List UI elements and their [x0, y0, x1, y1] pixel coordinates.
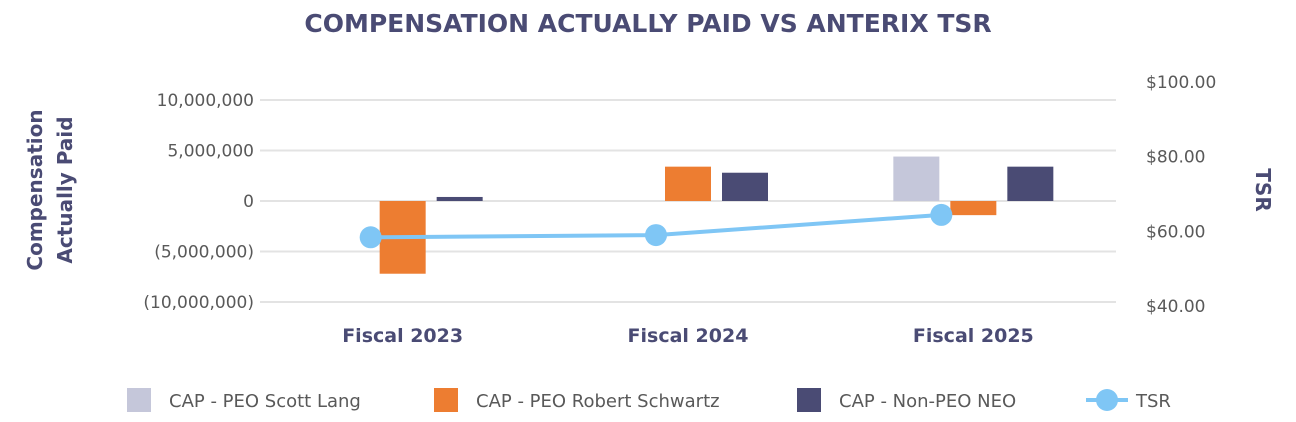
chart-title: COMPENSATION ACTUALLY PAID VS ANTERIX TS…: [304, 9, 991, 38]
bar-cap-non-peo-neo: [722, 172, 768, 201]
tsr-point: [930, 203, 953, 226]
legend-label: CAP - Non-PEO NEO: [839, 391, 1016, 412]
y-tick-label: 0: [243, 192, 254, 212]
x-category-label: Fiscal 2025: [913, 325, 1034, 347]
legend-marker: [1096, 389, 1118, 411]
legend-swatch: [127, 388, 151, 412]
y2-tick-label: $80.00: [1146, 148, 1205, 168]
bar-cap-non-peo-neo: [1007, 166, 1054, 201]
legend-label: TSR: [1135, 391, 1171, 412]
x-category-label: Fiscal 2024: [628, 325, 749, 347]
y-axis-label-line2: Actually Paid: [53, 116, 77, 263]
bar-cap-peo-robert-schwartz: [665, 166, 711, 201]
y-axis-label-line1: Compensation: [23, 109, 47, 270]
bar-cap-peo-scott-lang: [893, 156, 940, 201]
y-tick-label: (5,000,000): [154, 243, 254, 263]
legend-item: CAP - Non-PEO NEO: [797, 388, 1016, 412]
bar-cap-peo-robert-schwartz: [950, 201, 997, 216]
legend-swatch: [797, 388, 821, 412]
bar-cap-non-peo-neo: [436, 196, 483, 201]
y-tick-label: (10,000,000): [143, 293, 254, 313]
legend-swatch: [434, 388, 458, 412]
x-category-label: Fiscal 2023: [342, 325, 463, 347]
legend-item: CAP - PEO Robert Schwartz: [434, 388, 720, 412]
y2-axis-label: TSR: [1251, 168, 1275, 211]
y2-tick-label: $60.00: [1146, 222, 1205, 242]
legend-label: CAP - PEO Scott Lang: [169, 391, 361, 412]
legend-label: CAP - PEO Robert Schwartz: [476, 391, 720, 412]
tsr-point: [359, 226, 382, 249]
legend-item: CAP - PEO Scott Lang: [127, 388, 361, 412]
y2-tick-label: $40.00: [1146, 297, 1205, 317]
y-tick-label: 5,000,000: [167, 142, 254, 162]
y2-tick-label: $100.00: [1146, 73, 1216, 93]
y-tick-label: 10,000,000: [157, 91, 254, 111]
legend-item: TSR: [1086, 389, 1171, 412]
tsr-point: [645, 224, 667, 247]
